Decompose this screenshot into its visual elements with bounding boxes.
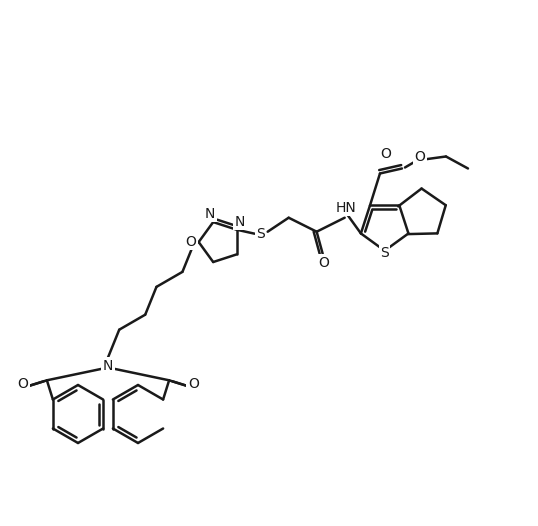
Text: N: N [205,207,215,221]
Text: O: O [380,147,391,161]
Text: O: O [415,150,426,165]
Text: O: O [17,377,28,391]
Text: O: O [318,256,329,270]
Text: O: O [188,377,199,391]
Text: HN: HN [335,201,356,215]
Text: N: N [103,359,113,372]
Text: N: N [235,215,245,229]
Text: S: S [256,227,265,241]
Text: O: O [185,235,196,249]
Text: S: S [380,246,389,260]
